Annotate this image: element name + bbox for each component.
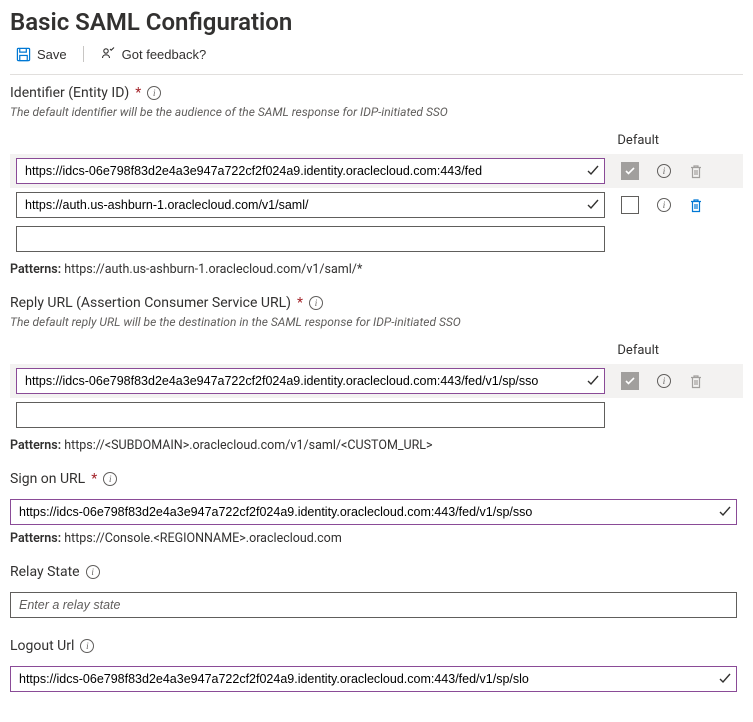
identifier-rows: i i [10, 154, 743, 256]
default-checkbox[interactable] [621, 196, 639, 214]
identifier-input[interactable] [16, 158, 605, 184]
identifier-row-empty [10, 222, 743, 256]
patterns-label: Patterns: [10, 438, 61, 453]
patterns-value: https://Console.<REGIONNAME>.oraclecloud… [64, 531, 342, 546]
feedback-icon [100, 46, 116, 62]
required-indicator: * [91, 471, 97, 487]
identifier-row: i [10, 188, 743, 222]
save-button[interactable]: Save [10, 43, 73, 66]
patterns-value: https://<SUBDOMAIN>.oraclecloud.com/v1/s… [64, 438, 432, 453]
logout-url-label: Logout Url i [10, 638, 743, 654]
relay-state-label-text: Relay State [10, 564, 80, 580]
info-icon[interactable]: i [657, 164, 671, 178]
patterns-label: Patterns: [10, 531, 61, 546]
sign-on-url-patterns: Patterns: https://Console.<REGIONNAME>.o… [10, 531, 743, 546]
reply-url-label-text: Reply URL (Assertion Consumer Service UR… [10, 295, 291, 311]
logout-url-label-text: Logout Url [10, 638, 74, 654]
identifier-input[interactable] [16, 192, 605, 218]
info-icon[interactable]: i [657, 374, 671, 388]
default-checkbox[interactable] [621, 372, 639, 390]
info-icon[interactable]: i [657, 198, 671, 212]
reply-url-patterns: Patterns: https://<SUBDOMAIN>.oracleclou… [10, 438, 743, 453]
patterns-label: Patterns: [10, 262, 61, 277]
sign-on-url-input[interactable] [10, 499, 737, 525]
reply-url-input[interactable] [16, 368, 605, 394]
info-icon[interactable]: i [309, 296, 323, 310]
identifier-row: i [10, 154, 743, 188]
divider [10, 74, 743, 75]
required-indicator: * [297, 295, 303, 311]
reply-url-row-empty [10, 398, 743, 432]
delete-icon [689, 374, 703, 389]
info-icon[interactable]: i [80, 639, 94, 653]
toolbar-separator [83, 46, 84, 62]
default-column-header: Default [10, 343, 743, 358]
reply-url-rows: i [10, 364, 743, 432]
patterns-value: https://auth.us-ashburn-1.oraclecloud.co… [64, 262, 362, 277]
identifier-label-text: Identifier (Entity ID) [10, 85, 129, 101]
identifier-input-empty[interactable] [16, 226, 605, 252]
reply-url-description: The default reply URL will be the destin… [10, 315, 743, 329]
reply-url-row: i [10, 364, 743, 398]
identifier-patterns: Patterns: https://auth.us-ashburn-1.orac… [10, 262, 743, 277]
sign-on-url-label-text: Sign on URL [10, 471, 85, 487]
page-title: Basic SAML Configuration [10, 8, 743, 36]
sign-on-url-label: Sign on URL * i [10, 471, 743, 487]
delete-icon[interactable] [689, 198, 703, 213]
reply-url-input-empty[interactable] [16, 402, 605, 428]
save-label: Save [37, 47, 67, 62]
toolbar: Save Got feedback? [10, 42, 743, 66]
info-icon[interactable]: i [103, 472, 117, 486]
relay-state-input[interactable] [10, 592, 737, 618]
default-column-header: Default [10, 133, 743, 148]
info-icon[interactable]: i [86, 565, 100, 579]
logout-url-input[interactable] [10, 666, 737, 692]
info-icon[interactable]: i [147, 86, 161, 100]
default-checkbox[interactable] [621, 162, 639, 180]
identifier-description: The default identifier will be the audie… [10, 105, 743, 119]
feedback-button[interactable]: Got feedback? [94, 42, 213, 66]
feedback-label: Got feedback? [122, 47, 207, 62]
save-icon [16, 47, 31, 62]
reply-url-label: Reply URL (Assertion Consumer Service UR… [10, 295, 743, 311]
required-indicator: * [135, 85, 141, 101]
relay-state-label: Relay State i [10, 564, 743, 580]
delete-icon [689, 164, 703, 179]
identifier-label: Identifier (Entity ID) * i [10, 85, 743, 101]
